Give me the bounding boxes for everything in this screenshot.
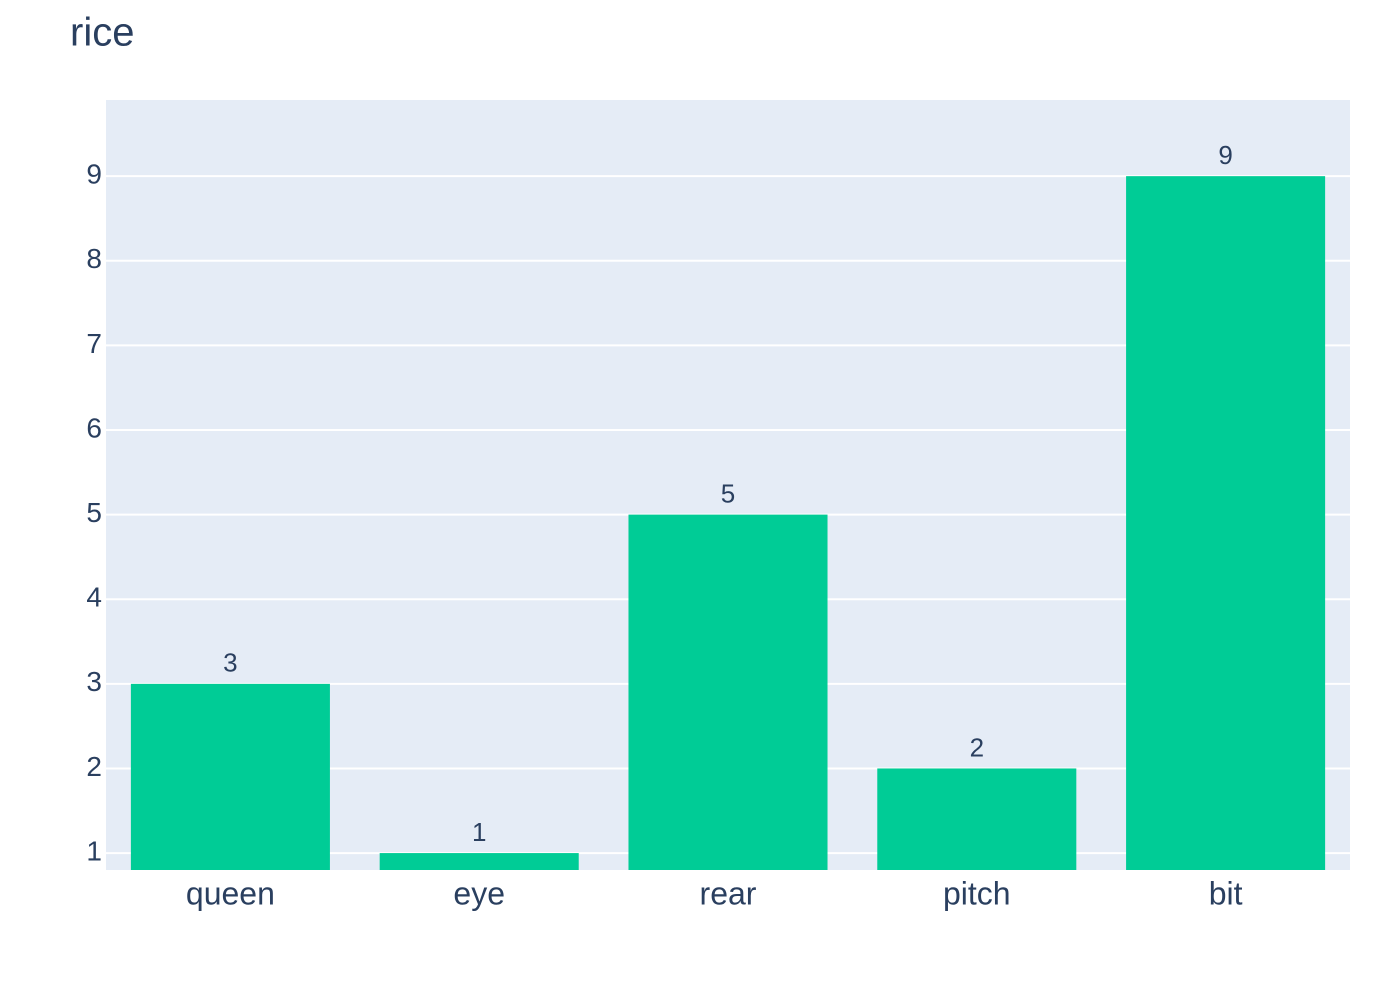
y-tick-label: 5 bbox=[86, 497, 102, 528]
x-tick-label: pitch bbox=[943, 875, 1011, 911]
value-label: 1 bbox=[472, 817, 486, 847]
bar bbox=[628, 514, 828, 870]
value-label: 9 bbox=[1218, 140, 1232, 170]
y-tick-label: 2 bbox=[86, 751, 102, 782]
x-tick-label: queen bbox=[186, 875, 275, 911]
y-tick-label: 3 bbox=[86, 666, 102, 697]
bar bbox=[877, 768, 1077, 870]
x-tick-label: rear bbox=[700, 875, 757, 911]
bar bbox=[379, 853, 579, 870]
value-label: 2 bbox=[970, 732, 984, 762]
chart-title: rice bbox=[70, 11, 134, 55]
x-tick-label: eye bbox=[453, 875, 505, 911]
y-tick-label: 8 bbox=[86, 243, 102, 274]
bar bbox=[130, 683, 330, 870]
bar bbox=[1126, 176, 1326, 871]
value-label: 3 bbox=[223, 648, 237, 678]
value-label: 5 bbox=[721, 478, 735, 508]
y-tick-label: 9 bbox=[86, 159, 102, 190]
x-tick-label: bit bbox=[1209, 875, 1243, 911]
y-tick-label: 1 bbox=[86, 835, 102, 866]
y-tick-label: 6 bbox=[86, 412, 102, 443]
y-tick-label: 7 bbox=[86, 328, 102, 359]
y-tick-label: 4 bbox=[86, 582, 102, 613]
